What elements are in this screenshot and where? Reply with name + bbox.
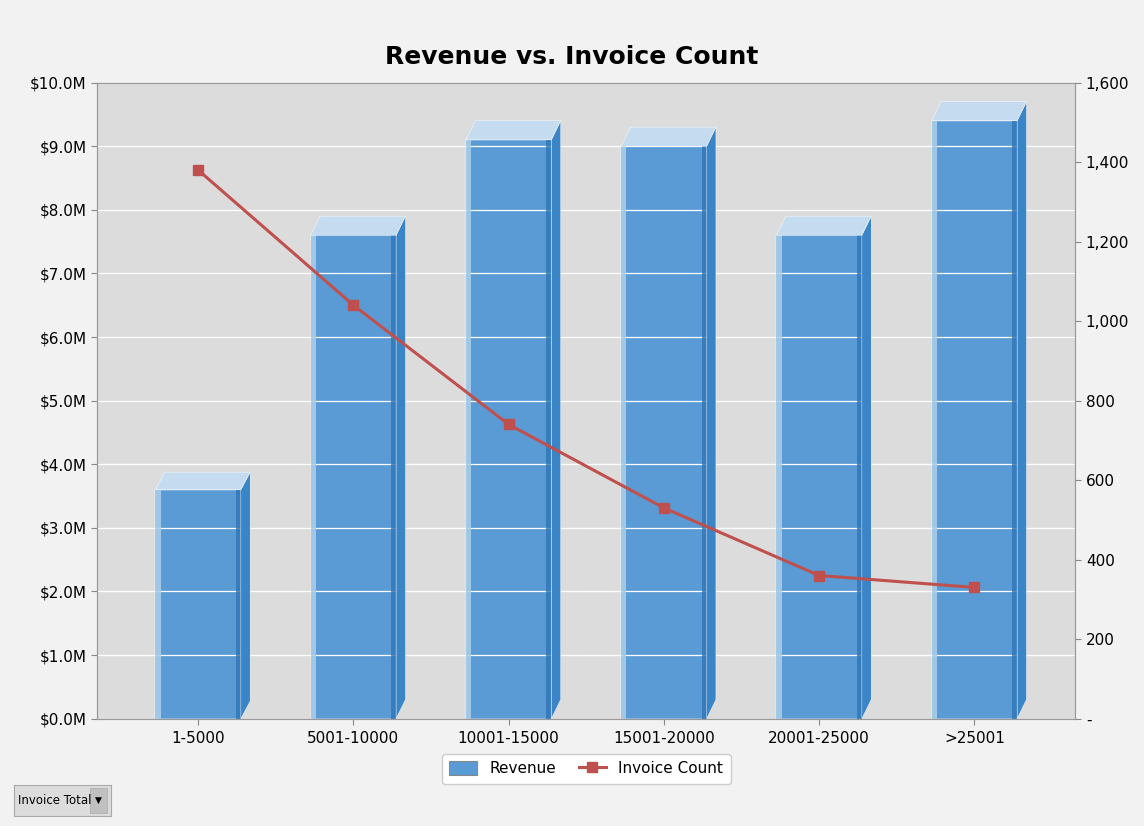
Polygon shape — [777, 216, 872, 235]
Text: ▼: ▼ — [95, 796, 102, 805]
Polygon shape — [707, 127, 716, 719]
Polygon shape — [931, 102, 1026, 121]
Polygon shape — [236, 490, 241, 719]
Polygon shape — [241, 472, 251, 719]
Polygon shape — [311, 235, 316, 719]
Bar — [89, 788, 108, 813]
Text: Revenue vs. Invoice Count: Revenue vs. Invoice Count — [386, 45, 758, 69]
Polygon shape — [311, 216, 405, 235]
Polygon shape — [156, 472, 251, 490]
Polygon shape — [621, 146, 707, 719]
Polygon shape — [861, 216, 872, 719]
Polygon shape — [931, 121, 1017, 719]
Polygon shape — [311, 235, 396, 719]
Polygon shape — [777, 235, 861, 719]
Polygon shape — [857, 235, 861, 719]
Polygon shape — [551, 121, 561, 719]
Polygon shape — [701, 146, 707, 719]
Legend: Revenue, Invoice Count: Revenue, Invoice Count — [442, 754, 731, 784]
Polygon shape — [1017, 102, 1026, 719]
Polygon shape — [931, 121, 937, 719]
Text: Invoice Total: Invoice Total — [18, 794, 92, 807]
Polygon shape — [156, 490, 241, 719]
Polygon shape — [777, 235, 781, 719]
Polygon shape — [621, 146, 627, 719]
Polygon shape — [466, 140, 551, 719]
Polygon shape — [1012, 121, 1017, 719]
Polygon shape — [466, 121, 561, 140]
Polygon shape — [156, 490, 160, 719]
Polygon shape — [466, 140, 471, 719]
Polygon shape — [621, 127, 716, 146]
Polygon shape — [391, 235, 396, 719]
Polygon shape — [396, 216, 405, 719]
Polygon shape — [546, 140, 551, 719]
